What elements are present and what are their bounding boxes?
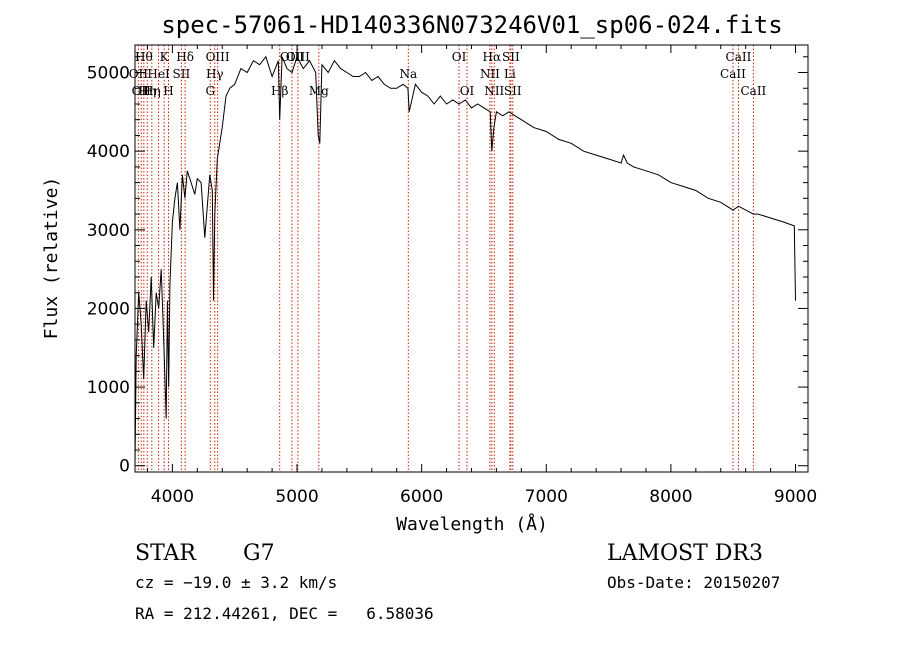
line-marker-label: OI xyxy=(452,50,467,64)
redshift-cz: cz = −19.0 ± 3.2 km/s xyxy=(135,573,337,592)
line-marker-label: Hη xyxy=(138,84,156,98)
x-tick-label: 8000 xyxy=(649,487,692,507)
line-marker-label: OIII xyxy=(286,50,310,64)
line-marker-label: G xyxy=(205,84,215,98)
line-marker-label: Hγ xyxy=(206,67,224,81)
line-marker-label: Hα xyxy=(483,50,502,64)
line-markers xyxy=(137,45,754,472)
y-tick-label: 2000 xyxy=(87,299,130,319)
line-marker-label: SII xyxy=(502,50,520,64)
x-tick-label: 7000 xyxy=(525,487,568,507)
line-marker-label: OIII xyxy=(280,50,304,64)
y-tick-label: 5000 xyxy=(87,64,130,84)
plot-frame xyxy=(134,44,809,473)
line-marker-label: Na xyxy=(399,67,417,81)
x-axis-label: Wavelength (Å) xyxy=(396,513,548,535)
line-marker-label: Hθ xyxy=(135,50,153,64)
line-marker-label: Mg xyxy=(309,84,329,98)
line-marker-label: H xyxy=(163,84,173,98)
observation-date: Obs-Date: 20150207 xyxy=(607,573,780,592)
line-marker-label: OII xyxy=(132,84,152,98)
line-marker-label: Li xyxy=(504,67,516,81)
line-marker-label: OI xyxy=(460,84,475,98)
chart-title: spec-57061-HD140336N073246V01_sp06-024.f… xyxy=(161,11,782,39)
spectral-subclass: G7 xyxy=(243,541,275,566)
line-marker-label: NII xyxy=(484,84,504,98)
line-marker-label: CaII xyxy=(726,50,752,64)
spectrum-line xyxy=(134,55,796,466)
line-marker-label: CaII xyxy=(740,84,766,98)
line-marker-label: OIII xyxy=(206,50,230,64)
line-marker-label: Hδ xyxy=(176,50,194,64)
y-axis-label: Flux (relative) xyxy=(41,177,62,340)
line-marker-labels: OIIOIIHθHηHηHeIKHSIIHδGHγOIIIHβOIIIOIIIM… xyxy=(129,50,767,98)
line-marker-label: CaII xyxy=(720,67,746,81)
line-marker-label: K xyxy=(160,50,170,64)
x-tick-label: 9000 xyxy=(774,487,817,507)
line-marker-label: SII xyxy=(504,84,522,98)
y-tick-label: 4000 xyxy=(87,142,130,162)
axis-ticks: 4000 5000 6000 7000 8000 9000 0 1000 2000 3000 400… xyxy=(87,45,817,507)
x-tick-label: 4000 xyxy=(151,487,194,507)
survey-name: LAMOST DR3 xyxy=(607,541,763,566)
line-marker-label: NII xyxy=(480,67,500,81)
coordinates: RA = 212.44261, DEC = 6.58036 xyxy=(135,604,434,623)
x-tick-label: 6000 xyxy=(400,487,443,507)
object-class: STAR xyxy=(135,541,197,566)
y-tick-label: 0 xyxy=(119,457,130,477)
x-tick-label: 5000 xyxy=(275,487,318,507)
line-marker-label: HeI xyxy=(147,67,170,81)
line-marker-label: SII xyxy=(173,67,191,81)
line-marker-label: OII xyxy=(129,67,149,81)
line-marker-label: Hβ xyxy=(271,84,288,98)
y-tick-label: 3000 xyxy=(87,221,130,241)
line-marker-label: Hη xyxy=(143,84,161,98)
y-tick-label: 1000 xyxy=(87,378,130,398)
